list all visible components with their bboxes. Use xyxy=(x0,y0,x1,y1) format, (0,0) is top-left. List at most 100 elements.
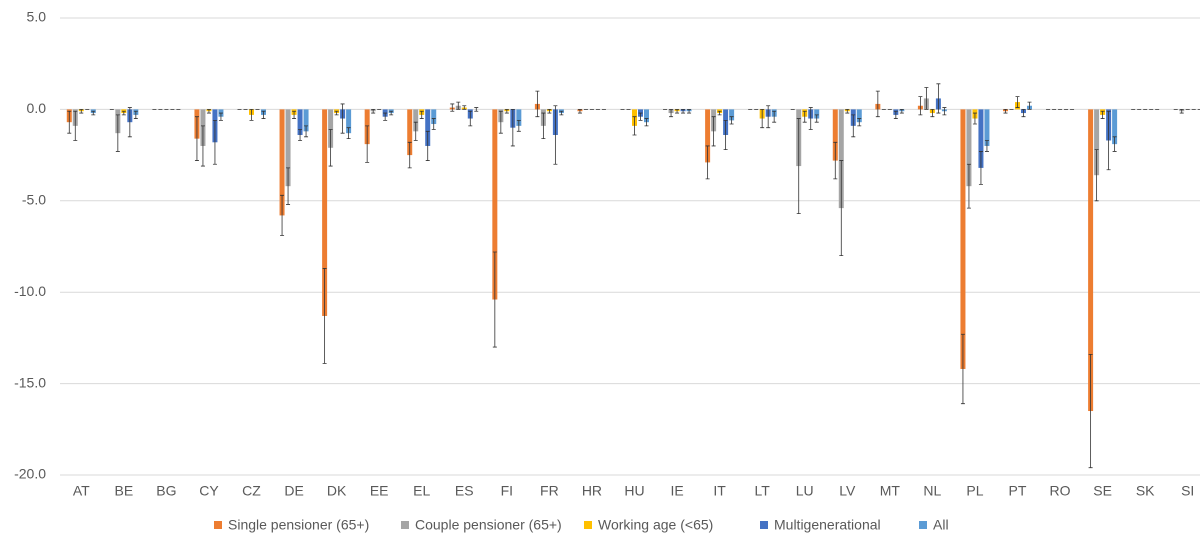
error-bar xyxy=(966,163,971,209)
error-bar xyxy=(73,110,78,141)
error-bar xyxy=(79,109,84,114)
bar xyxy=(492,109,498,300)
error-bar xyxy=(839,160,844,257)
error-bar xyxy=(1179,109,1184,114)
bar xyxy=(425,109,431,146)
error-bar xyxy=(450,103,455,112)
error-bar xyxy=(547,109,552,114)
error-bar xyxy=(389,110,394,116)
error-bar xyxy=(462,105,467,110)
legend-swatch xyxy=(584,521,592,529)
x-tick-label: EL xyxy=(413,483,430,499)
bar xyxy=(279,109,285,216)
error-bar xyxy=(845,109,850,114)
legend-swatch xyxy=(760,521,768,529)
bar xyxy=(431,109,437,125)
x-tick-label: IT xyxy=(713,483,726,499)
x-tick-label: FI xyxy=(501,483,513,499)
error-bar xyxy=(1003,109,1008,114)
error-bar xyxy=(346,127,351,140)
error-bar xyxy=(206,109,211,114)
bar xyxy=(1112,109,1118,145)
error-bar xyxy=(1106,110,1111,171)
error-bar xyxy=(1027,101,1032,110)
error-bar xyxy=(298,129,303,141)
bar xyxy=(1088,109,1094,412)
error-bar xyxy=(857,118,862,127)
error-bar xyxy=(632,116,637,136)
error-bar xyxy=(365,125,370,163)
error-bar xyxy=(292,110,297,119)
error-bar xyxy=(808,107,813,130)
x-tick-label: IE xyxy=(670,483,683,499)
error-bar xyxy=(669,109,674,118)
bar xyxy=(705,109,711,163)
error-bar xyxy=(115,114,120,152)
error-bar xyxy=(1112,136,1117,152)
error-bar xyxy=(328,129,333,167)
error-bar xyxy=(942,107,947,116)
error-bar xyxy=(760,109,765,129)
error-bar xyxy=(340,103,345,134)
x-tick-label: PT xyxy=(1009,483,1027,499)
bar xyxy=(814,109,820,119)
bar xyxy=(838,109,844,209)
error-bar xyxy=(802,110,807,123)
y-tick-label: -15.0 xyxy=(14,374,46,390)
bar xyxy=(413,109,419,132)
bar xyxy=(960,109,966,369)
x-tick-label: BG xyxy=(156,483,176,499)
bar xyxy=(516,109,522,126)
error-bar xyxy=(456,101,461,110)
y-tick-label: 0.0 xyxy=(27,100,47,116)
error-bar xyxy=(383,112,388,121)
error-bar xyxy=(875,90,880,118)
error-bar xyxy=(541,112,546,140)
error-bar xyxy=(577,109,582,114)
error-bar xyxy=(978,151,983,185)
x-tick-label: CY xyxy=(199,483,219,499)
x-tick-label: LU xyxy=(796,483,814,499)
x-tick-label: RO xyxy=(1050,483,1071,499)
error-bar xyxy=(200,125,205,167)
error-bar xyxy=(1021,109,1026,118)
error-bar xyxy=(212,119,217,165)
bar xyxy=(644,109,649,123)
error-bar xyxy=(334,110,339,116)
bar xyxy=(1094,109,1100,176)
error-bar xyxy=(280,194,285,236)
error-bar xyxy=(638,112,643,121)
error-bar xyxy=(419,110,424,119)
x-tick-label: LV xyxy=(839,483,856,499)
error-bar xyxy=(924,87,929,110)
error-bar xyxy=(322,268,327,364)
x-tick-label: ES xyxy=(455,483,474,499)
error-bar xyxy=(960,333,965,405)
bar xyxy=(297,109,303,135)
error-bar xyxy=(930,109,935,118)
x-tick-label: SE xyxy=(1093,483,1112,499)
error-bar xyxy=(468,110,473,127)
error-bar xyxy=(498,110,503,134)
error-bar xyxy=(796,118,801,214)
error-bar xyxy=(687,109,692,114)
x-tick-label: DE xyxy=(284,483,303,499)
error-bar xyxy=(127,107,132,138)
error-bar xyxy=(681,109,686,114)
error-bar xyxy=(121,110,126,116)
error-bar xyxy=(504,109,509,114)
x-tick-label: FR xyxy=(540,483,559,499)
x-tick-label: EE xyxy=(370,483,389,499)
error-bar xyxy=(407,141,412,169)
error-bar xyxy=(261,110,266,119)
error-bar xyxy=(772,110,777,123)
error-bar xyxy=(249,109,254,121)
bar xyxy=(832,109,838,161)
error-bar xyxy=(766,105,771,129)
error-bar xyxy=(1094,149,1099,202)
error-bar xyxy=(918,96,923,116)
error-bar xyxy=(723,119,728,151)
y-tick-label: -10.0 xyxy=(14,283,46,299)
y-tick-label: -5.0 xyxy=(22,192,46,208)
bar xyxy=(729,109,735,121)
